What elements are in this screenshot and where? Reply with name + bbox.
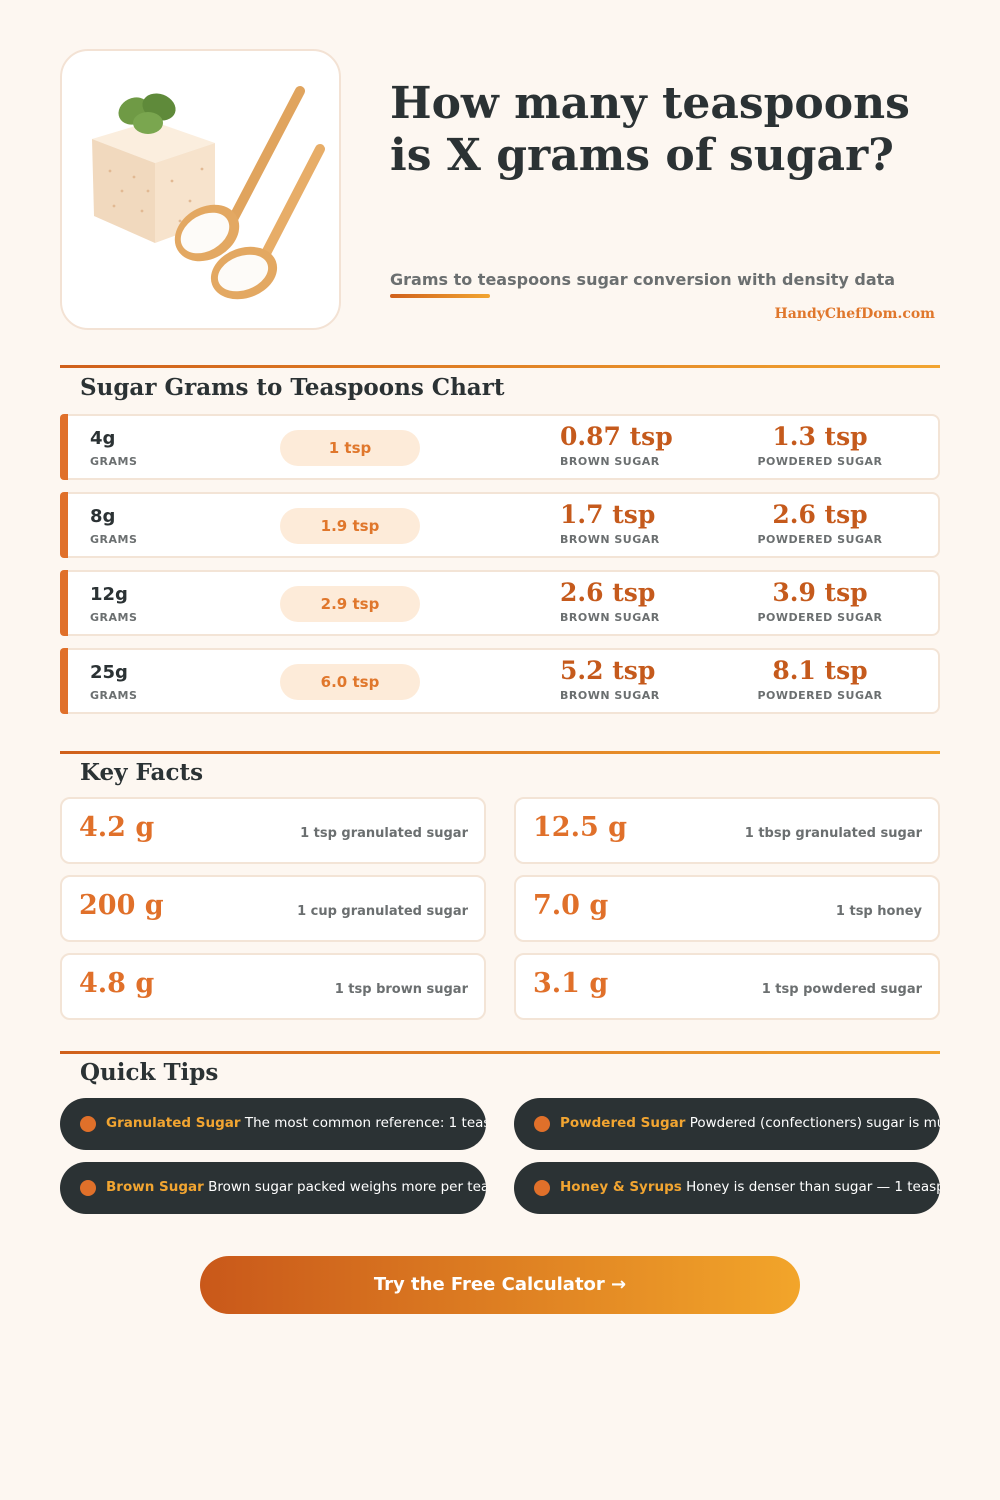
tip-text: Powdered Sugar Powdered (confectioners) …: [560, 1115, 940, 1131]
tip-body: Honey is denser than sugar — 1 teaspoon …: [686, 1179, 940, 1195]
section-divider: [60, 1051, 940, 1054]
fact-description: 1 tsp granulated sugar: [300, 826, 468, 841]
granulated-tsp-pill: 6.0 tsp: [280, 664, 420, 700]
fact-value: 12.5 g: [533, 812, 628, 843]
fact-description: 1 tsp brown sugar: [334, 982, 468, 997]
brown-sugar-label: BROWN SUGAR: [560, 455, 660, 468]
granulated-tsp-pill: 2.9 tsp: [280, 586, 420, 622]
free-calculator-button[interactable]: Try the Free Calculator →: [200, 1256, 800, 1314]
powdered-sugar-value: 3.9 tsp: [772, 578, 868, 607]
powdered-sugar-value: 2.6 tsp: [772, 500, 868, 529]
fact-value: 200 g: [79, 890, 164, 921]
powdered-sugar-label: POWDERED SUGAR: [757, 455, 883, 468]
sugar-spoons-illustration: [92, 86, 325, 300]
fact-description: 1 tsp powdered sugar: [761, 982, 922, 997]
brown-sugar-label: BROWN SUGAR: [560, 533, 660, 546]
tip-text: Honey & Syrups Honey is denser than suga…: [560, 1179, 940, 1195]
tip-title: Honey & Syrups: [560, 1179, 682, 1195]
tip-text: Brown Sugar Brown sugar packed weighs mo…: [106, 1179, 486, 1195]
tips-heading: Quick Tips: [80, 1059, 219, 1086]
brown-sugar-value: 2.6 tsp: [560, 578, 656, 607]
grams-value: 4g: [90, 428, 116, 449]
powdered-sugar-value: 1.3 tsp: [772, 422, 868, 451]
chart-row: 4g GRAMS 1 tsp 0.87 tsp BROWN SUGAR 1.3 …: [60, 414, 940, 480]
fact-card: 3.1 g 1 tsp powdered sugar: [514, 953, 940, 1020]
chart-row: 8g GRAMS 1.9 tsp 1.7 tsp BROWN SUGAR 2.6…: [60, 492, 940, 558]
page-subtitle: Grams to teaspoons sugar conversion with…: [390, 270, 896, 289]
tip-card: Brown Sugar Brown sugar packed weighs mo…: [60, 1162, 486, 1214]
grams-label: GRAMS: [90, 455, 138, 468]
chart-row: 12g GRAMS 2.9 tsp 2.6 tsp BROWN SUGAR 3.…: [60, 570, 940, 636]
fact-card: 4.8 g 1 tsp brown sugar: [60, 953, 486, 1020]
tip-body: Brown sugar packed weighs more per teasp…: [208, 1179, 486, 1195]
section-divider: [60, 751, 940, 754]
fact-card: 7.0 g 1 tsp honey: [514, 875, 940, 942]
tip-body: The most common reference: 1 teaspoon: [244, 1115, 486, 1131]
fact-value: 4.8 g: [79, 968, 155, 999]
bullet-dot-icon: [80, 1180, 96, 1196]
tip-card: Honey & Syrups Honey is denser than suga…: [514, 1162, 940, 1214]
subtitle-underline: [390, 294, 490, 298]
grams-label: GRAMS: [90, 689, 138, 702]
granulated-tsp-pill: 1.9 tsp: [280, 508, 420, 544]
bullet-dot-icon: [534, 1180, 550, 1196]
tip-card: Powdered Sugar Powdered (confectioners) …: [514, 1098, 940, 1150]
fact-value: 7.0 g: [533, 890, 609, 921]
fact-description: 1 cup granulated sugar: [297, 904, 468, 919]
page-title: How many teaspoons is X grams of sugar?: [390, 78, 910, 181]
grams-value: 12g: [90, 584, 128, 605]
grams-value: 25g: [90, 662, 128, 683]
brand-link[interactable]: HandyChefDom.com: [774, 306, 936, 322]
fact-value: 3.1 g: [533, 968, 609, 999]
section-divider: [60, 365, 940, 368]
chart-row: 25g GRAMS 6.0 tsp 5.2 tsp BROWN SUGAR 8.…: [60, 648, 940, 714]
powdered-sugar-label: POWDERED SUGAR: [757, 611, 883, 624]
grams-value: 8g: [90, 506, 116, 527]
powdered-sugar-value: 8.1 tsp: [772, 656, 868, 685]
powdered-sugar-label: POWDERED SUGAR: [757, 689, 883, 702]
fact-description: 1 tbsp granulated sugar: [744, 826, 922, 841]
hero-illustration-card: [60, 49, 341, 330]
brown-sugar-label: BROWN SUGAR: [560, 611, 660, 624]
fact-card: 4.2 g 1 tsp granulated sugar: [60, 797, 486, 864]
chart-heading: Sugar Grams to Teaspoons Chart: [80, 374, 505, 401]
facts-heading: Key Facts: [80, 759, 204, 786]
tip-text: Granulated Sugar The most common referen…: [106, 1115, 486, 1131]
brown-sugar-value: 0.87 tsp: [560, 422, 673, 451]
fact-card: 12.5 g 1 tbsp granulated sugar: [514, 797, 940, 864]
granulated-tsp-pill: 1 tsp: [280, 430, 420, 466]
brown-sugar-value: 1.7 tsp: [560, 500, 656, 529]
tip-title: Granulated Sugar: [106, 1115, 241, 1131]
tip-body: Powdered (confectioners) sugar is much l…: [689, 1115, 940, 1131]
bullet-dot-icon: [534, 1116, 550, 1132]
brown-sugar-value: 5.2 tsp: [560, 656, 656, 685]
tip-title: Brown Sugar: [106, 1179, 204, 1195]
fact-card: 200 g 1 cup granulated sugar: [60, 875, 486, 942]
fact-value: 4.2 g: [79, 812, 155, 843]
tip-title: Powdered Sugar: [560, 1115, 686, 1131]
brown-sugar-label: BROWN SUGAR: [560, 689, 660, 702]
tip-card: Granulated Sugar The most common referen…: [60, 1098, 486, 1150]
grams-label: GRAMS: [90, 611, 138, 624]
fact-description: 1 tsp honey: [835, 904, 922, 919]
grams-label: GRAMS: [90, 533, 138, 546]
powdered-sugar-label: POWDERED SUGAR: [757, 533, 883, 546]
bullet-dot-icon: [80, 1116, 96, 1132]
